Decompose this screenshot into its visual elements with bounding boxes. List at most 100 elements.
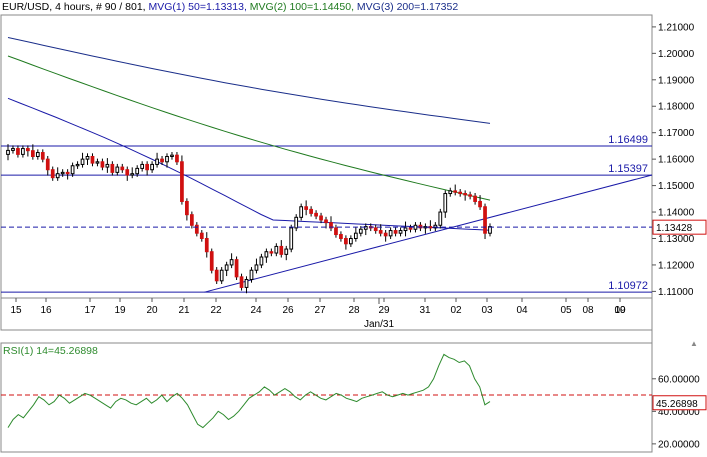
candle-body [398,230,403,234]
candle-body [403,227,408,232]
candle-body [443,193,448,213]
candle-body [140,163,145,169]
time-tick-label: 15 [10,305,22,316]
candle-body [388,230,393,237]
time-tick-label: 20 [146,305,158,316]
candle-body [6,149,10,155]
candle-body [150,163,154,171]
chart-header: EUR/USD, 4 hours, # 90 / 801, MVG(1) 50=… [2,1,458,14]
candle-body [448,190,453,195]
candle-body [120,166,125,171]
candle-body [314,212,318,217]
candle-body [274,245,279,254]
current-price-box [652,219,707,235]
candle-body [468,194,472,197]
candle-body [463,193,468,196]
candle-body [105,163,110,168]
candle-body [299,206,304,218]
rsi-panel-frame [0,342,653,453]
time-tick-label: 08 [582,305,594,316]
mvg3-line [7,37,491,124]
level-label: 1.10972 [608,280,648,292]
level-label: 1.15397 [608,163,648,175]
candle-body [26,148,30,152]
rsi-current-box [652,395,707,411]
price-tick-label: 1.19000 [658,75,695,86]
candle-body [115,166,120,173]
candle-body [279,245,284,255]
time-tick-label: 17 [84,305,96,316]
price-tick-label: 1.17000 [658,128,695,139]
level-label: 1.16499 [608,134,648,146]
candle-body [50,169,55,179]
candle-body [383,232,388,237]
rsi-line [7,353,491,429]
time-tick-label: 21 [178,305,190,316]
time-tick-label: 26 [282,305,294,316]
time-tick-label: 28 [348,305,360,316]
candle-body [234,259,239,278]
candle-body [165,156,169,163]
time-tick-label: 05 [560,305,572,316]
candle-body [264,251,269,258]
candle-body [75,163,80,167]
candle-body [284,248,289,255]
time-tick-label: 22 [210,305,222,316]
candle-body [483,206,487,234]
candle-body [45,158,50,171]
rsi-tick-label: 40.00000 [658,407,700,418]
candle-body [214,269,219,282]
candle-body [473,195,477,202]
candle-body [135,167,140,175]
candle-body [90,156,95,164]
candle-body [125,169,130,176]
timeframe-label: , 4 hours, # 90 / 801, [49,1,146,13]
candle-body [145,163,150,171]
current-price-label: 1.13428 [656,223,693,234]
candle-body [339,234,343,239]
candle-body [304,206,309,210]
candle-body [155,158,159,165]
candle-body [324,219,328,224]
time-sublabel: Jan/31 [364,319,394,330]
price-tick-label: 1.16000 [658,155,695,166]
time-tick-label: 31 [419,305,431,316]
candle-body [65,171,70,175]
price-tick-label: 1.18000 [658,102,695,113]
time-tick-label: 29 [378,305,390,316]
mvg2-label: MVG(2) 100=1.14450, [249,1,354,13]
mvg1-label: MVG(1) 50=1.13313, [148,1,247,13]
candle-body [378,230,383,234]
candle-body [175,154,179,163]
rsi-current-label: 45.26898 [656,399,698,410]
candle-body [358,228,363,234]
candle-body [413,224,418,230]
candle-body [373,227,378,232]
time-tick-label: 04 [516,305,528,316]
candle-body [55,173,60,179]
mvg2-line [7,55,491,201]
candle-body [259,256,264,266]
time-tick-label: 09 [614,305,626,316]
time-axis-frame [0,297,653,331]
candle-body [309,208,313,214]
candle-body [70,165,75,175]
symbol-label: EUR/USD [2,1,50,13]
candle-body [458,191,463,195]
time-tick-label: 16 [40,305,52,316]
candle-body [85,156,90,160]
candle-body [60,171,65,175]
candle-body [219,269,224,282]
candle-body [80,158,85,165]
candle-body [224,264,229,271]
candle-body [408,227,413,230]
candle-body [40,152,45,160]
candle-body [100,161,105,168]
price-tick-label: 1.15000 [658,181,695,192]
candle-body [353,232,358,239]
candle-body [438,211,443,226]
candle-body [433,224,438,229]
candle-body [334,227,338,236]
candle-body [194,224,199,234]
